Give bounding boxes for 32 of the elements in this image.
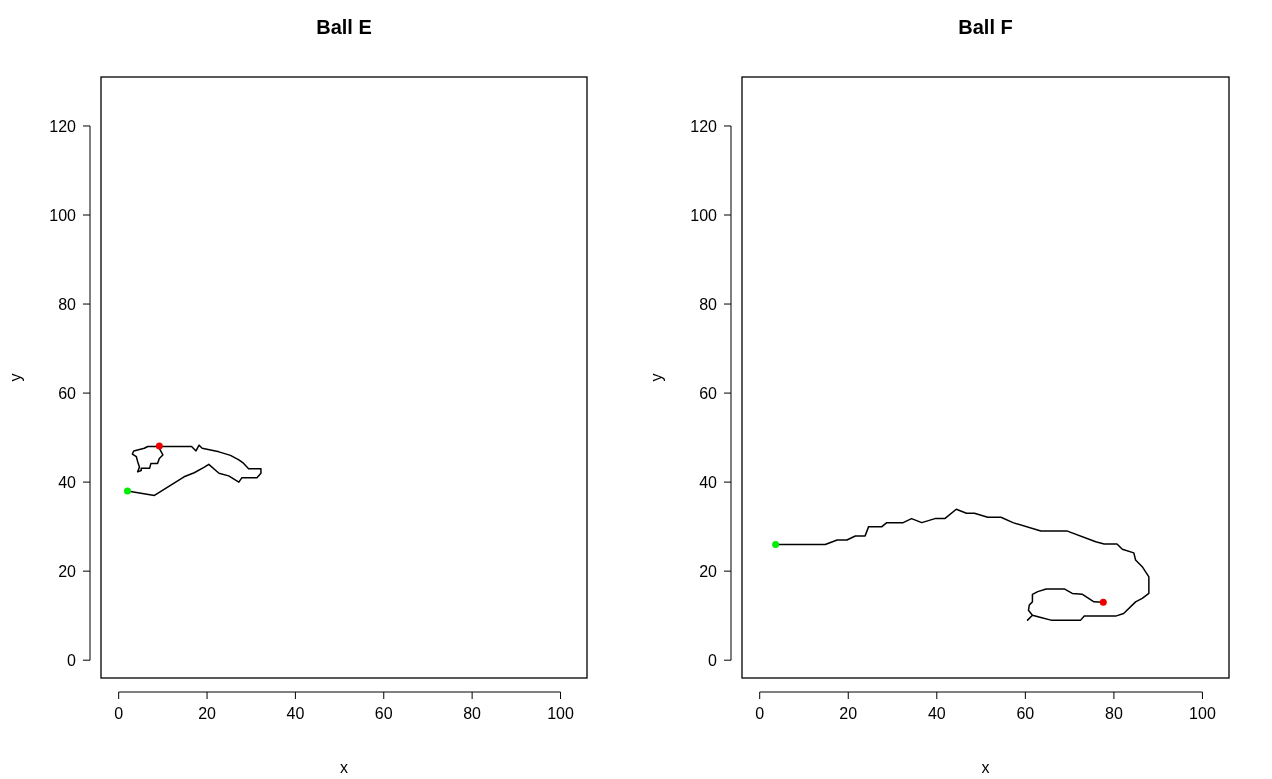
y-tick-label: 120: [690, 117, 718, 135]
x-tick-label: 0: [755, 705, 765, 722]
x-tick-label: 100: [1189, 705, 1216, 722]
y-tick-label: 60: [699, 385, 718, 403]
x-tick-label: 40: [927, 705, 946, 722]
y-tick-label: 100: [49, 207, 77, 225]
x-tick-label: 60: [374, 705, 393, 722]
x-axis-title: x: [340, 759, 348, 776]
y-tick-label: 20: [699, 563, 718, 581]
x-tick-label: 80: [1104, 705, 1123, 722]
x-tick-label: 40: [286, 705, 305, 722]
x-tick-label: 80: [463, 705, 482, 722]
y-tick-label: 20: [58, 563, 77, 581]
x-tick-label: 0: [114, 705, 124, 722]
chart-title: Ball E: [316, 16, 372, 38]
y-tick-label: 40: [699, 474, 718, 492]
x-axis-title: x: [981, 759, 990, 776]
y-tick-label: 120: [49, 117, 77, 135]
y-tick-label: 0: [708, 652, 718, 670]
y-tick-label: 0: [67, 652, 77, 670]
x-tick-label: 20: [839, 705, 858, 722]
x-tick-label: 60: [1016, 705, 1035, 722]
y-tick-label: 100: [690, 207, 718, 225]
y-tick-label: 60: [58, 385, 77, 403]
x-tick-label: 100: [547, 705, 574, 722]
chart-title: Ball F: [958, 16, 1013, 38]
x-tick-label: 20: [198, 705, 217, 722]
y-tick-label: 80: [58, 296, 77, 314]
y-tick-label: 80: [699, 296, 718, 314]
y-tick-label: 40: [58, 474, 77, 492]
y-axis-title: y: [648, 373, 665, 382]
y-axis-title: y: [7, 373, 24, 382]
